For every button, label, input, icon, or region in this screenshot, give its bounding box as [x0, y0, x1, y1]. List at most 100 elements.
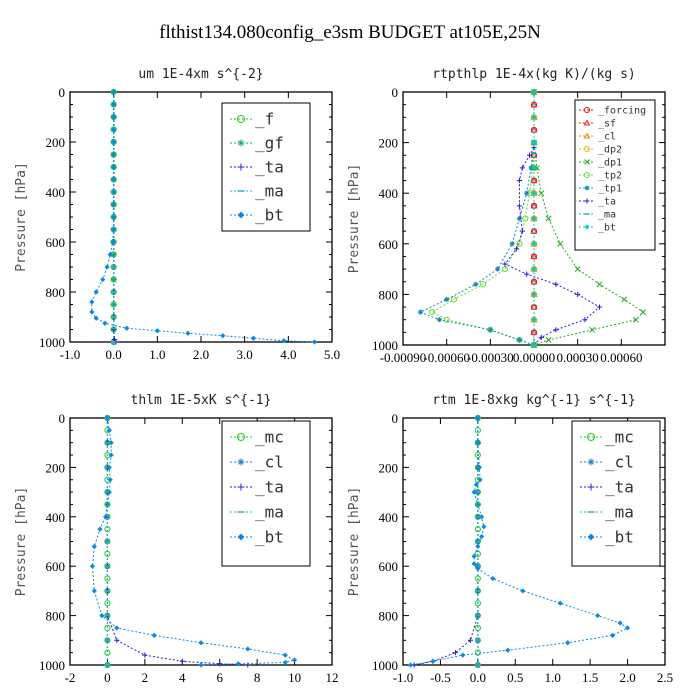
data-point_bt: [111, 226, 117, 233]
legend-label: _dp2: [598, 145, 622, 156]
data-point_bt: [557, 600, 563, 606]
data-point_bt: [250, 335, 256, 341]
legend-label: _gf: [255, 134, 284, 153]
data-point_bt: [531, 291, 537, 297]
data-point_bt: [531, 190, 537, 196]
data-point_bt: [291, 657, 298, 663]
y-tick-label: 1000: [39, 335, 65, 350]
data-point_bt: [111, 126, 117, 133]
data-point_bt: [531, 241, 537, 247]
data-point_bt: [460, 652, 466, 658]
x-tick-label: 0: [104, 670, 111, 685]
data-point_bt: [471, 553, 477, 559]
y-tick-label: 800: [46, 285, 66, 300]
panel-title: rtm 1E-8xkg kg^{-1} s^{-1}: [432, 393, 636, 408]
data-point_bt: [106, 427, 112, 433]
data-point_bt: [531, 140, 537, 146]
x-tick-label: 4: [179, 670, 186, 685]
series-line_tp1: [419, 92, 535, 346]
data-point_mc: [104, 600, 111, 607]
chart-panel-1: um 1E-4xm s^{-2} Pressure [hPa] 0 200 400 600…: [14, 67, 340, 362]
legend-marker: [584, 224, 590, 230]
data-point_sf: [530, 252, 538, 260]
data-point_bt: [565, 640, 571, 646]
data-point_tp1: [495, 266, 501, 272]
x-tick-label: 0.00000: [513, 350, 555, 365]
y-axis-label: Pressure [hPa]: [14, 162, 29, 272]
data-point_bt: [111, 176, 117, 183]
data-point_bt: [220, 333, 226, 339]
data-point_bt: [282, 659, 288, 666]
y-axis-label: Pressure [hPa]: [347, 164, 362, 274]
data-point_ta: [516, 203, 523, 209]
data-point_bt: [475, 566, 481, 572]
y-tick-label: 400: [46, 510, 66, 525]
data-point_dp1: [557, 240, 564, 247]
data-point_bt: [102, 514, 109, 520]
data-point_gf: [111, 276, 117, 283]
y-tick-label: 800: [46, 609, 66, 624]
data-point_bt: [124, 325, 130, 331]
legend-label: _ma: [255, 182, 284, 201]
data-point_ta: [467, 637, 473, 643]
legend-marker: [584, 146, 590, 152]
y-tick-label: 400: [46, 185, 66, 200]
legend-marker: [583, 132, 591, 139]
data-point_bt: [235, 661, 242, 667]
series-line_ta: [414, 418, 479, 666]
legend-label: _ma: [598, 210, 616, 221]
data-point_bt: [104, 501, 111, 508]
y-tick-label: 600: [379, 237, 399, 252]
series-line_dp1: [533, 92, 644, 346]
data-point_dp1: [596, 281, 603, 288]
legend-marker: [584, 172, 590, 178]
y-tick-label: 800: [379, 287, 399, 302]
data-point_dp1: [621, 296, 628, 303]
data-point_bt: [93, 315, 99, 321]
data-point_tp1: [516, 215, 523, 222]
data-point_bt: [106, 464, 112, 470]
data-point_bt: [111, 164, 117, 170]
data-point_bt: [108, 452, 114, 458]
data-point_tp1: [417, 309, 424, 315]
data-point_dp1: [538, 190, 545, 197]
legend-marker: [237, 483, 245, 491]
legend-marker: [584, 159, 590, 165]
data-point_tp2: [443, 316, 450, 323]
legend-box: [571, 420, 661, 567]
y-tick-label: 600: [46, 559, 66, 574]
data-point_mc: [474, 451, 481, 459]
series-line_bt: [91, 92, 315, 343]
legend-marker: [584, 107, 590, 113]
y-tick-label: 0: [59, 85, 66, 100]
series-line_ta: [504, 147, 601, 346]
data-point_ta: [516, 177, 523, 184]
data-point_sf: [530, 176, 538, 184]
data-point_bt: [505, 647, 511, 653]
y-tick-label: 600: [46, 235, 66, 250]
legend-marker: [237, 211, 245, 219]
data-point_bt: [106, 489, 112, 495]
legend-label: _ta: [255, 158, 284, 177]
data-point_ta: [527, 152, 533, 158]
chart-panel-2: rtpthlp 1E-4x(kg K)/(kg s) Pressure [hPa]…: [347, 67, 666, 365]
y-tick-label: 0: [392, 411, 399, 426]
data-point_bt: [430, 658, 436, 664]
data-point_bt: [475, 415, 481, 421]
x-tick-label: 0.00060: [600, 350, 642, 365]
legend-label: _mc: [255, 428, 284, 447]
legend-box: [221, 102, 311, 232]
data-point_ta: [513, 246, 520, 252]
legend-marker: [587, 458, 595, 466]
legend-label: _sf: [598, 119, 616, 130]
x-tick-label: 12: [326, 670, 339, 685]
x-tick-label: 0.00030: [557, 350, 599, 365]
data-point_bt: [108, 440, 114, 446]
data-point_bt: [110, 239, 116, 245]
data-point_tp1: [473, 281, 479, 287]
data-point_tp1: [509, 241, 515, 247]
series-line_bt: [91, 417, 296, 666]
data-point_mc: [474, 600, 481, 607]
legend-label: _ma: [605, 503, 634, 522]
data-point_sf: [530, 328, 538, 335]
